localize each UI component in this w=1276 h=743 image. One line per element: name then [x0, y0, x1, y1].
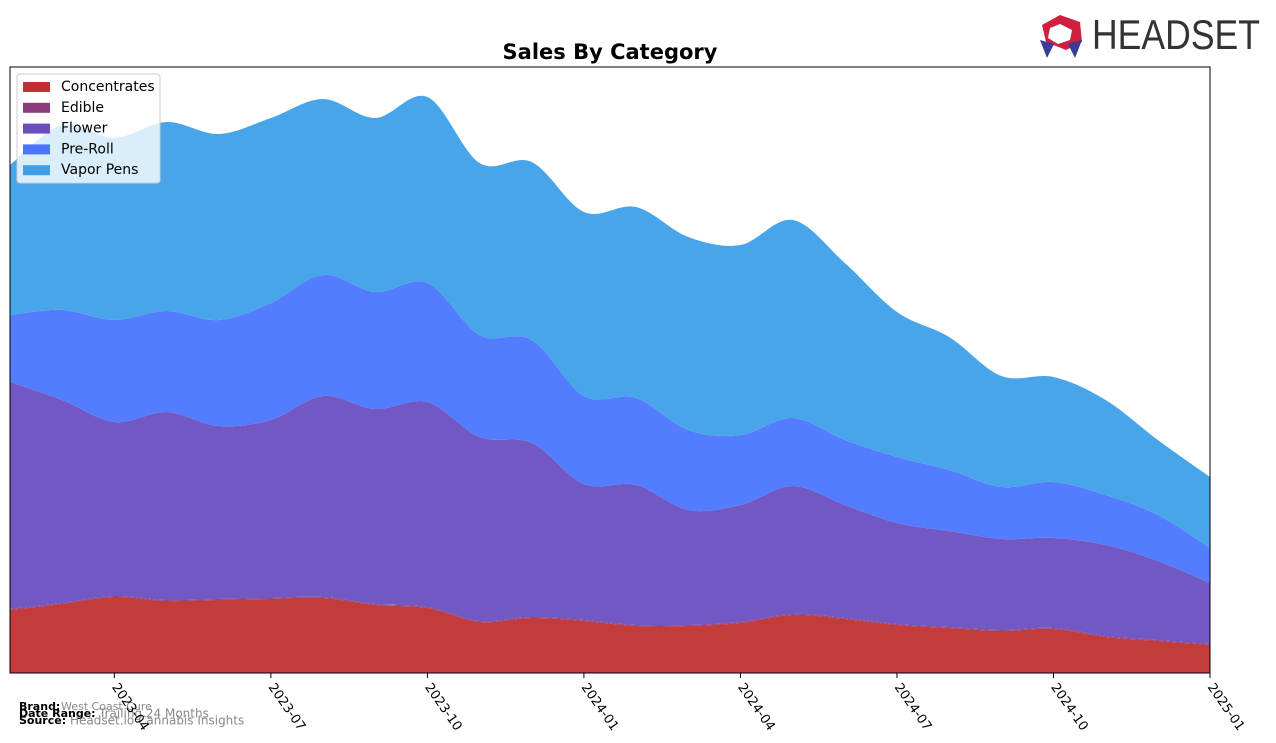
legend-label: Concentrates [61, 79, 155, 95]
legend-swatch [23, 144, 50, 155]
x-tick-label: 2024-07 [891, 681, 934, 734]
legend-label: Edible [61, 100, 104, 116]
legend-box [16, 73, 161, 184]
legend-label: Pre-Roll [61, 141, 114, 157]
logo-mark [1068, 40, 1082, 58]
x-tick-label: 2024-01 [578, 681, 621, 734]
x-tick-label: 2024-10 [1047, 681, 1090, 734]
legend-swatch [23, 165, 50, 176]
legend-label: Flower [61, 121, 108, 137]
legend-swatch [23, 123, 50, 134]
logo: HEADSET [1040, 11, 1260, 58]
x-tick-label: 2023-10 [421, 681, 464, 734]
footer-value: West Coast Cure [61, 700, 152, 713]
logo-mark [1040, 40, 1054, 58]
area [10, 596, 1210, 673]
x-tick-label: 2023-07 [265, 681, 308, 734]
legend-swatch [23, 102, 50, 113]
footer-value: Trailing 24 Months [98, 707, 209, 721]
footer-label: Source: [19, 714, 66, 727]
x-tick-label: 2024-04 [734, 681, 777, 734]
x-tick-label: 2025-01 [1204, 681, 1247, 734]
area [10, 95, 1210, 548]
logo-hole [1048, 24, 1072, 44]
footer-value: Headset.io Cannabis Insights [70, 714, 244, 728]
legend-label: Vapor Pens [61, 162, 138, 178]
chart-title: Sales By Category [503, 40, 718, 64]
footer-label: Brand: [19, 700, 60, 713]
area [10, 274, 1210, 583]
logo-text: HEADSET [1092, 11, 1260, 58]
plot-frame [9, 66, 1211, 674]
footer-label: Date Range: [19, 707, 96, 720]
footer: Brand: West Coast Cure Date Range: Trail… [19, 700, 244, 728]
area [10, 382, 1210, 644]
legend-swatch [23, 82, 50, 92]
